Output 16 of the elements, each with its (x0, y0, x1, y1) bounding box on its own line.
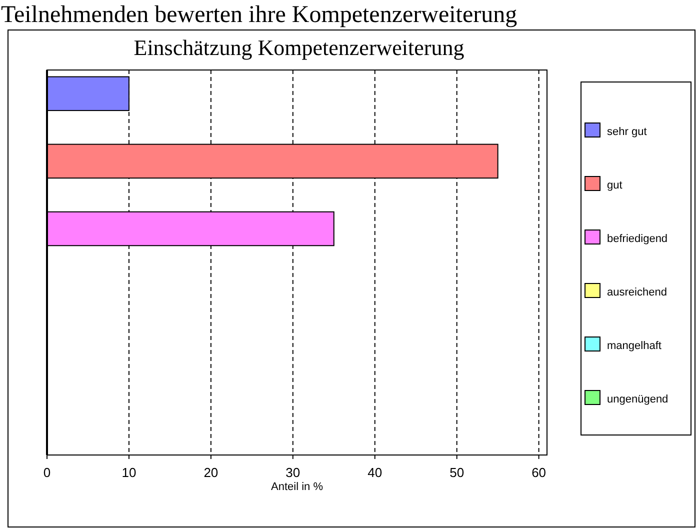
x-tick-label: 60 (532, 465, 546, 480)
legend-label: ausreichend (607, 286, 667, 298)
x-tick-label: 30 (286, 465, 300, 480)
legend-label: mangelhaft (607, 340, 662, 352)
x-tick-label: 0 (43, 465, 51, 480)
chart-title: Einschätzung Kompetenzerweiterung (134, 35, 464, 60)
x-tick-label: 20 (204, 465, 218, 480)
legend-label: ungenügend (607, 394, 668, 406)
x-tick-label: 10 (122, 465, 136, 480)
legend-label: gut (607, 180, 622, 192)
x-axis-title: Anteil in % (271, 481, 324, 493)
legend-label: befriedigend (607, 233, 668, 245)
chart-subtitle: Teilnehmenden bewerten ihre Kompetenzerweiterung (1, 2, 518, 28)
x-tick-label: 50 (450, 465, 464, 480)
x-tick-label: 40 (368, 465, 382, 480)
legend-label: sehr gut (607, 126, 647, 138)
